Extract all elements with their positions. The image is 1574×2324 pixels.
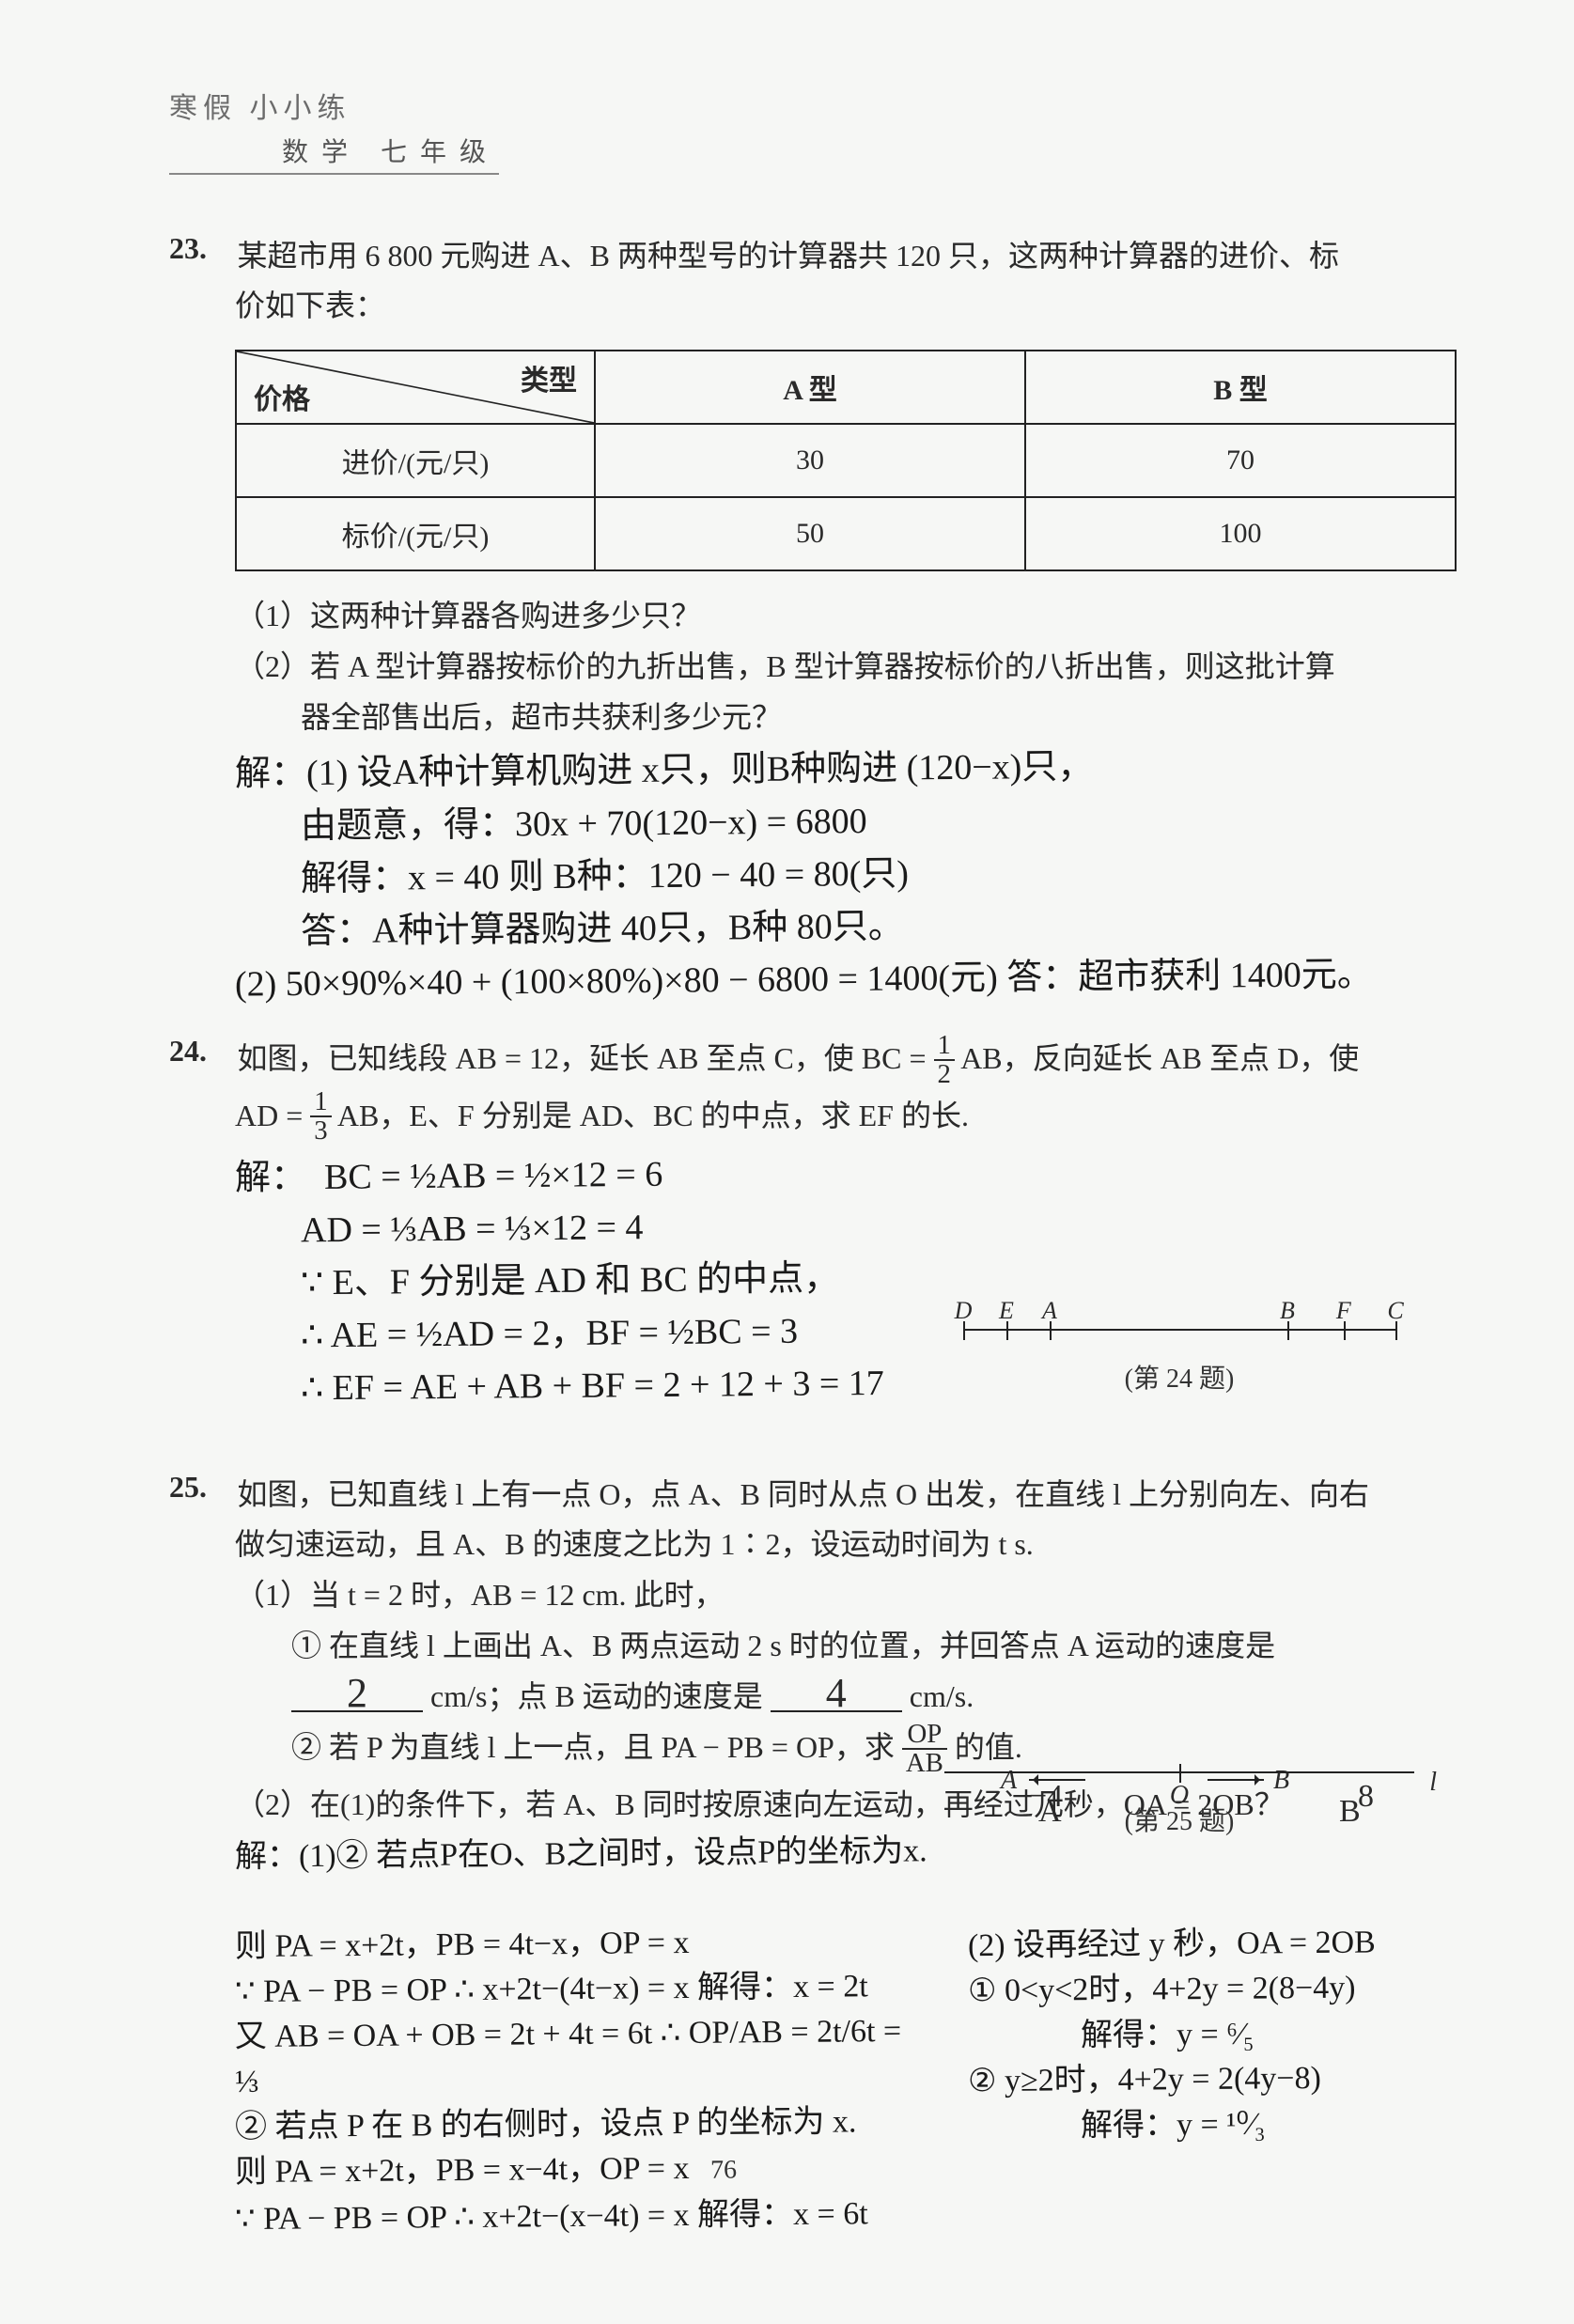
problem-24: 24. 如图，已知线段 AB = 12，延长 AB 至点 C，使 BC = 12… [169, 1034, 1452, 1442]
p23-hand-5: (2) 50×90%×40 + (100×80%)×80 − 6800 = 14… [235, 947, 1452, 1010]
problem-24-number: 24. [169, 1034, 235, 1068]
fig25-O: O [1170, 1781, 1189, 1811]
p25-q1a-blanks: 2 cm/s；点 B 运动的速度是 4 cm/s. [291, 1671, 1452, 1722]
row-label: 进价/(元/只) [236, 424, 595, 497]
fig25-neg4: −4 [1029, 1779, 1063, 1815]
blank-speed-a[interactable]: 2 [291, 1677, 423, 1712]
problem-23-q2a: （2）若 A 型计算器按标价的九折出售，B 型计算器按标价的八折出售，则这批计算 [235, 641, 1452, 692]
page-number: 76 [697, 2155, 737, 2184]
problem-25-number: 25. [169, 1470, 235, 1505]
p25-hand-4: 又 AB = OA + OB = 2t + 4t = 6t ∴ OP/AB = … [235, 2008, 912, 2104]
table-row: 进价/(元/只) 30 70 [236, 424, 1456, 497]
problem-25-stem-1: 如图，已知直线 l 上有一点 O，点 A、B 同时从点 O 出发，在直线 l 上… [238, 1477, 1369, 1511]
problem-23-q1: （1）这两种计算器各购进多少只？ [235, 590, 1452, 641]
problem-24-stem-2: AD = 13 AB，E、F 分别是 AD、BC 的中点，求 EF 的长. [235, 1090, 1452, 1146]
fig25-l: l [1429, 1768, 1437, 1798]
table-row: 标价/(元/只) 50 100 [236, 497, 1456, 570]
problem-25: 25. 如图，已知直线 l 上有一点 O，点 A、B 同时从点 O 出发，在直线… [169, 1470, 1452, 2238]
p25-hand-6: 则 PA = x+2t，PB = x−4t，OP = x 76 [235, 2144, 912, 2196]
cell: 70 [1025, 424, 1456, 497]
row-label: 标价/(元/只) [236, 497, 595, 570]
p25-hand-r1: (2) 设再经过 y 秒，OA = 2OB [968, 1919, 1452, 1968]
problem-23-stem-1: 某超市用 6 800 元购进 A、B 两种型号的计算器共 120 只，这两种计算… [238, 239, 1339, 273]
cell: 100 [1025, 497, 1456, 570]
cell: 50 [595, 497, 1025, 570]
problem-23: 23. 某超市用 6 800 元购进 A、B 两种型号的计算器共 120 只，这… [169, 231, 1452, 1006]
col-a: A 型 [595, 351, 1025, 424]
arrow-right-icon [1208, 1779, 1264, 1781]
p25-q1: （1）当 t = 2 时，AB = 12 cm. 此时， [235, 1569, 1452, 1620]
number-line: D E A B F C [963, 1329, 1395, 1332]
p25-hand-2: 则 PA = x+2t，PB = 4t−x，OP = x [235, 1918, 912, 1969]
brand-subject: 数学 七年级 [169, 132, 499, 175]
problem-23-number: 23. [169, 231, 235, 266]
diag-top-label: 类型 [521, 357, 577, 398]
price-table: 类型 价格 A 型 B 型 进价/(元/只) 30 70 标价/(元/只) 50… [235, 350, 1457, 571]
p25-hand-r3: 解得：y = ⁶⁄₅ [1081, 2010, 1452, 2058]
frac-third: 13 [310, 1088, 331, 1145]
p25-hand-r4: ② y≥2时，4+2y = 2(4y−8) [968, 2054, 1452, 2103]
frac-half: 12 [934, 1032, 955, 1088]
fig25-A: A [1001, 1766, 1017, 1796]
figure-25: A B A B O l −4 8 (第 25 题) [944, 1771, 1414, 1922]
fig25-B: B [1273, 1766, 1289, 1796]
fig25-line: O l −4 8 [944, 1771, 1414, 1774]
diag-bot-label: 价格 [254, 376, 310, 417]
fig25-8: 8 [1358, 1779, 1374, 1815]
problem-25-stem-2: 做匀速运动，且 A、B 的速度之比为 1∶2，设运动时间为 t s. [235, 1519, 1452, 1569]
brand-title: 寒假 小小练 [169, 85, 1452, 126]
figure-24-caption: (第 24 题) [963, 1358, 1395, 1396]
figure-24: D E A B F C (第 24 题) [963, 1329, 1395, 1442]
problem-23-q2b: 器全部售出后，超市共获利多少元？ [301, 692, 1452, 742]
table-diag-header: 类型 价格 [236, 351, 595, 424]
p25-q1a: ① 在直线 l 上画出 A、B 两点运动 2 s 时的位置，并回答点 A 运动的… [291, 1620, 1452, 1671]
blank-speed-b[interactable]: 4 [771, 1677, 902, 1712]
cell: 30 [595, 424, 1025, 497]
p25-hand-7: ∵ PA − PB = OP ∴ x+2t−(x−4t) = x 解得：x = … [235, 2191, 912, 2241]
p25-hand-r5: 解得：y = ¹⁰⁄₃ [1081, 2100, 1452, 2148]
problem-24-stem-1: 如图，已知线段 AB = 12，延长 AB 至点 C，使 BC = 12 AB，… [238, 1041, 1360, 1075]
p25-hand-3: ∵ PA − PB = OP ∴ x+2t−(4t−x) = x 解得：x = … [235, 1963, 912, 2014]
p25-hand-r2: ① 0<y<2时，4+2y = 2(8−4y) [968, 1964, 1452, 2013]
col-b: B 型 [1025, 351, 1456, 424]
frac-op-ab: OPAB [902, 1721, 947, 1777]
problem-23-stem-2: 价如下表： [235, 280, 1452, 331]
p25-hand-5: ② 若点 P 在 B 的右侧时，设点 P 的坐标为 x. [235, 2098, 912, 2149]
